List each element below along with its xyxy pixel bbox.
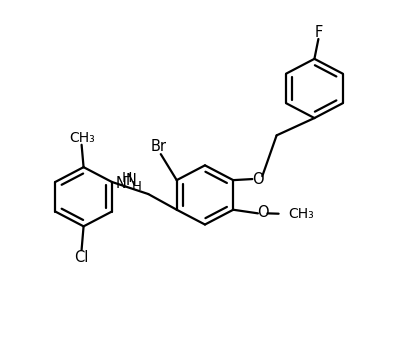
Text: CH₃: CH₃ [288,207,314,221]
Text: F: F [315,25,323,40]
Text: O: O [257,205,269,221]
Text: H: H [131,179,141,193]
Text: Br: Br [151,139,167,154]
Text: Cl: Cl [74,249,89,265]
Text: N: N [116,176,127,191]
Text: O: O [252,171,263,187]
Text: CH₃: CH₃ [70,131,95,145]
Text: H: H [121,171,132,184]
Text: N: N [126,173,137,188]
